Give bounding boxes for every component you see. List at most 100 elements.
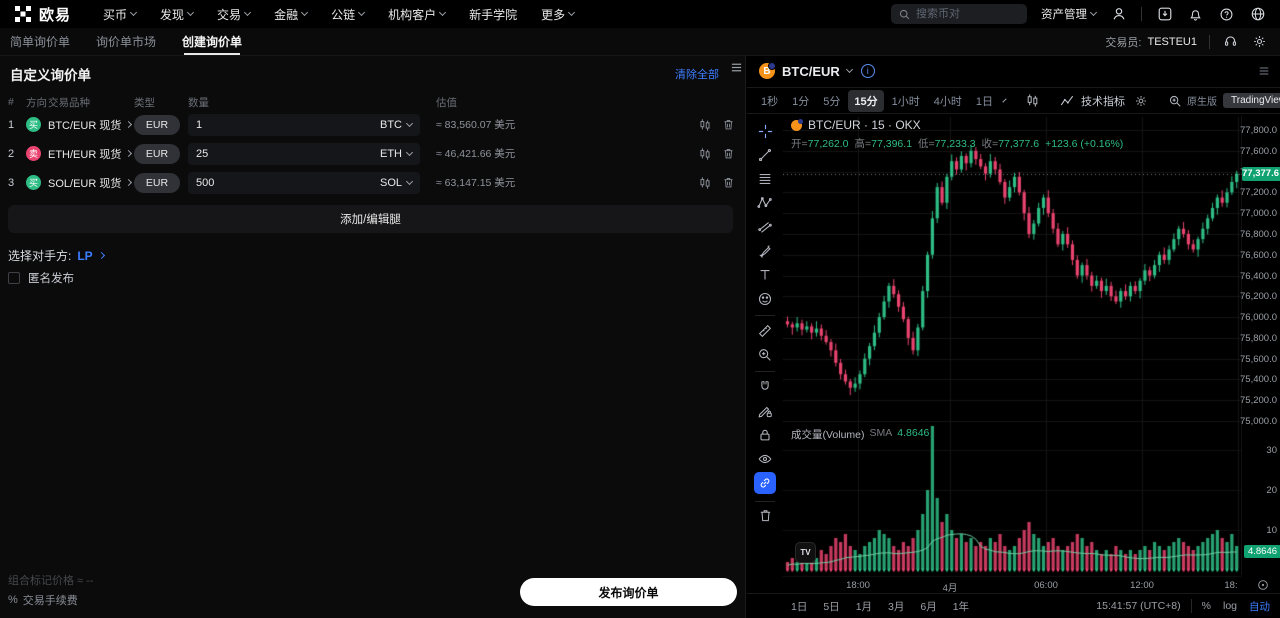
range-5日[interactable]: 5日 (823, 600, 840, 613)
fib-retracement-icon[interactable] (754, 168, 776, 190)
lock-all-icon[interactable] (754, 424, 776, 446)
info-icon[interactable]: i (860, 64, 875, 78)
download-app-icon[interactable] (1156, 6, 1173, 23)
indicators-label[interactable]: 技术指标 (1081, 95, 1125, 108)
currency-pill[interactable]: EUR (134, 172, 180, 193)
magnet-icon[interactable] (754, 376, 776, 398)
interval-5分[interactable]: 5分 (823, 95, 841, 108)
user-icon[interactable] (1110, 6, 1127, 23)
range-1月[interactable]: 1月 (855, 600, 873, 613)
nav-item-2[interactable]: 发现 (160, 6, 195, 23)
range-3月[interactable]: 3月 (888, 600, 905, 613)
price-axis[interactable]: 77,800.077,600.077,400.077,200.077,000.0… (1240, 115, 1280, 575)
percent-scale-button[interactable]: % (1201, 600, 1211, 612)
native-version-option[interactable]: 原生版 (1187, 97, 1217, 108)
emoji-icon[interactable] (754, 288, 776, 310)
measure-ruler-icon[interactable] (754, 320, 776, 342)
zoom-in-icon[interactable] (754, 344, 776, 366)
parallel-channel-icon[interactable] (754, 216, 776, 238)
log-scale-button[interactable]: log (1222, 600, 1237, 612)
nav-item-4[interactable]: 金融 (274, 6, 309, 23)
language-globe-icon[interactable] (1249, 6, 1266, 23)
view-chart-icon[interactable] (698, 147, 712, 161)
search-box[interactable] (891, 4, 1027, 24)
instrument-selector[interactable]: ETH/EUR 现货 (48, 146, 134, 162)
interval-1分[interactable]: 1分 (792, 95, 810, 108)
tradingview-logo[interactable]: TV (795, 542, 816, 563)
unit-dropdown[interactable]: SOL (380, 177, 414, 189)
range-1年[interactable]: 1年 (952, 600, 970, 613)
timezone-gear-icon[interactable] (1257, 579, 1269, 591)
amount-input[interactable] (196, 118, 375, 131)
delete-leg-icon[interactable] (722, 176, 735, 189)
instrument-selector[interactable]: BTC/EUR 现货 (48, 117, 134, 133)
delete-leg-icon[interactable] (722, 118, 735, 131)
range-6月[interactable]: 6月 (920, 600, 937, 613)
panel-menu-icon[interactable] (1255, 63, 1272, 80)
support-headset-icon[interactable] (1222, 33, 1239, 50)
nav-item-1[interactable]: 买币 (103, 6, 138, 23)
delete-leg-icon[interactable] (722, 147, 735, 160)
panel-hamburger-icon[interactable] (728, 59, 745, 76)
amount-input[interactable] (196, 147, 375, 160)
candlestick-chart[interactable] (783, 115, 1241, 575)
publish-rfq-button[interactable]: 发布询价单 (520, 578, 737, 606)
interval-1小时[interactable]: 1小时 (891, 95, 920, 108)
text-tool-icon[interactable] (754, 264, 776, 286)
interval-4小时[interactable]: 4小时 (933, 95, 962, 108)
notifications-bell-icon[interactable] (1187, 6, 1204, 23)
chevron-down-icon[interactable] (1002, 98, 1007, 103)
search-input[interactable] (916, 8, 1019, 20)
currency-pill[interactable]: EUR (134, 114, 180, 135)
pair-selector[interactable]: BTC/EUR (782, 63, 840, 79)
instrument-selector[interactable]: SOL/EUR 现货 (48, 175, 134, 191)
tradingview-version-option[interactable]: TradingView (1223, 93, 1280, 108)
time-axis[interactable]: 18:00 4月 06:00 12:00 18: (783, 576, 1268, 594)
tab-简单询价单[interactable]: 简单询价单 (10, 35, 71, 49)
indicator-settings-gear-icon[interactable] (1131, 94, 1151, 108)
nav-item-6[interactable]: 机构客户 (388, 6, 447, 23)
okx-logo[interactable]: 欧易 (0, 4, 71, 25)
interval-1日[interactable]: 1日 (975, 95, 993, 108)
unit-dropdown[interactable]: BTC (380, 119, 414, 131)
view-chart-icon[interactable] (698, 176, 712, 190)
clear-all-link[interactable]: 清除全部 (675, 69, 719, 81)
nav-item-3[interactable]: 交易 (217, 6, 252, 23)
anonymous-checkbox[interactable] (8, 272, 20, 284)
sync-drawings-link-icon[interactable] (754, 472, 776, 494)
trend-line-icon[interactable] (754, 144, 776, 166)
drawing-mode-lock-icon[interactable] (754, 400, 776, 422)
brush-icon[interactable] (754, 240, 776, 262)
candle-style-icon[interactable] (1022, 93, 1043, 108)
nav-item-5[interactable]: 公链 (331, 6, 366, 23)
tab-询价单市场[interactable]: 询价单市场 (96, 35, 157, 49)
tab-创建询价单[interactable]: 创建询价单 (182, 28, 242, 55)
amount-input[interactable] (196, 176, 375, 189)
price-tick: 76,600.0 (1240, 249, 1277, 261)
unit-dropdown[interactable]: ETH (380, 148, 414, 160)
view-chart-icon[interactable] (698, 118, 712, 132)
anonymous-publish-option[interactable]: 匿名发布 (8, 270, 74, 286)
nav-item-8[interactable]: 更多 (541, 6, 576, 23)
interval-1秒[interactable]: 1秒 (761, 95, 779, 108)
interval-15分[interactable]: 15分 (848, 89, 884, 112)
counterparty-value-link[interactable]: LP (77, 248, 93, 263)
settings-gear-icon[interactable] (1251, 33, 1268, 50)
add-edit-legs-button[interactable]: 添加/编辑腿 (8, 205, 733, 233)
range-1日[interactable]: 1日 (791, 600, 808, 613)
xabcd-pattern-icon[interactable] (754, 192, 776, 214)
currency-pill[interactable]: EUR (134, 143, 180, 164)
indicator-icon[interactable] (1057, 94, 1077, 108)
asset-mgmt-menu[interactable]: 资产管理 (1041, 6, 1098, 22)
fee-row[interactable]: % 交易手续费 (8, 592, 93, 608)
auto-scale-button[interactable]: 自动 (1249, 600, 1270, 613)
hide-drawings-eye-icon[interactable] (754, 448, 776, 470)
remove-drawings-trash-icon[interactable] (754, 504, 776, 526)
rfq-leg-row: 1买 BTC/EUR 现货 EUR BTC ≈ 83,560.07 美元 (0, 110, 739, 139)
nav-item-7[interactable]: 新手学院 (469, 6, 517, 23)
clock[interactable]: 15:41:57 (UTC+8) (1096, 600, 1181, 612)
help-icon[interactable] (1218, 6, 1235, 23)
compare-icon[interactable] (1165, 94, 1185, 108)
crosshair-icon[interactable] (754, 120, 776, 142)
time-tick: 4月 (942, 583, 958, 594)
